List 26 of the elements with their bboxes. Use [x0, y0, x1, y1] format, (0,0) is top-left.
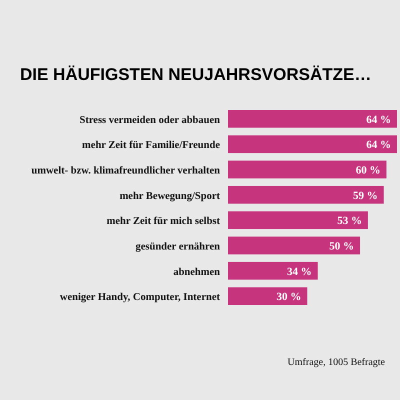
y-tick-label: mehr Bewegung/Sport [120, 190, 220, 202]
chart-title: DIE HÄUFIGSTEN NEUJAHRSVORSÄTZE… [20, 65, 372, 84]
text: Umfrage, 1005 Befragte [288, 357, 386, 368]
y-tick-label: mehr Zeit für mich selbst [106, 216, 220, 228]
y-tick-label: mehr Zeit für Familie/Freunde [82, 140, 220, 152]
bar [228, 135, 397, 154]
bar [228, 262, 318, 280]
y-tick-label: Stress vermeiden oder abbauen [80, 114, 220, 126]
data-label: 30 % [276, 291, 302, 304]
y-tick-label: weniger Handy, Computer, Internet [60, 292, 221, 304]
y-tick-label: umwelt- bzw. klimafreundlicher verhalten [31, 166, 220, 177]
bar [228, 186, 384, 204]
data-label: 53 % [337, 215, 362, 228]
y-tick-label: abnehmen [173, 266, 220, 278]
data-label: 59 % [353, 190, 378, 202]
bar [228, 160, 386, 178]
bar [228, 211, 368, 230]
data-label: 64 % [366, 139, 391, 152]
data-label: 50 % [329, 240, 354, 252]
bar [228, 287, 308, 305]
bar [228, 236, 360, 254]
y-tick-label: gesünder ernähren [136, 241, 220, 252]
data-label: 60 % [356, 164, 380, 177]
bar [228, 110, 397, 128]
data-label: 64 % [366, 114, 391, 126]
data-label: 34 % [287, 266, 312, 278]
